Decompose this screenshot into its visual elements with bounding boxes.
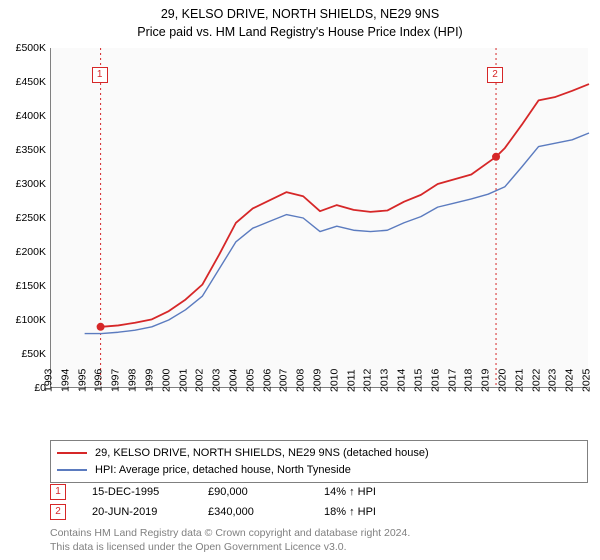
x-axis-label: 1996 — [93, 369, 105, 392]
x-axis-label: 2015 — [412, 369, 424, 392]
y-axis-label: £150K — [16, 280, 46, 292]
data-row-marker: 2 — [50, 504, 66, 520]
data-row-price: £340,000 — [208, 506, 298, 518]
x-axis-label: 2022 — [530, 369, 542, 392]
y-axis-label: £50K — [21, 348, 46, 360]
legend-swatch-0 — [57, 452, 87, 454]
title-line1: 29, KELSO DRIVE, NORTH SHIELDS, NE29 9NS — [0, 6, 600, 24]
x-axis-label: 2000 — [160, 369, 172, 392]
series-line — [85, 133, 589, 334]
marker-box: 1 — [92, 67, 108, 83]
legend-swatch-1 — [57, 469, 87, 471]
footer-line1: Contains HM Land Registry data © Crown c… — [50, 527, 588, 541]
plot-background — [50, 48, 588, 388]
x-axis-label: 2005 — [244, 369, 256, 392]
footer-line2: This data is licensed under the Open Gov… — [50, 541, 588, 555]
series-line — [101, 84, 589, 327]
legend-label-1: HPI: Average price, detached house, Nort… — [95, 462, 351, 479]
x-axis-label: 2013 — [379, 369, 391, 392]
legend-box: 29, KELSO DRIVE, NORTH SHIELDS, NE29 9NS… — [50, 440, 588, 483]
data-row-date: 15-DEC-1995 — [92, 486, 182, 498]
marker-dot — [492, 153, 500, 161]
x-axis-label: 2001 — [177, 369, 189, 392]
title-block: 29, KELSO DRIVE, NORTH SHIELDS, NE29 9NS… — [0, 0, 600, 41]
x-axis-label: 1993 — [42, 369, 54, 392]
x-axis-label: 1999 — [143, 369, 155, 392]
plot-svg — [51, 48, 589, 388]
y-axis-label: £450K — [16, 76, 46, 88]
x-axis-label: 1998 — [126, 369, 138, 392]
x-axis-label: 2020 — [496, 369, 508, 392]
x-axis-label: 2016 — [429, 369, 441, 392]
data-row-pct: 18% ↑ HPI — [324, 506, 414, 518]
data-row: 2 20-JUN-2019 £340,000 18% ↑ HPI — [50, 504, 588, 520]
x-axis-label: 2006 — [261, 369, 273, 392]
x-axis-label: 1995 — [76, 369, 88, 392]
x-axis-label: 2025 — [580, 369, 592, 392]
legend-row: HPI: Average price, detached house, Nort… — [57, 462, 581, 479]
x-axis-label: 1997 — [110, 369, 122, 392]
x-axis-label: 2008 — [295, 369, 307, 392]
x-axis-label: 2019 — [479, 369, 491, 392]
y-axis-label: £400K — [16, 110, 46, 122]
x-axis-label: 2021 — [513, 369, 525, 392]
footer: Contains HM Land Registry data © Crown c… — [50, 527, 588, 554]
x-axis-label: 2009 — [311, 369, 323, 392]
x-axis-label: 2014 — [395, 369, 407, 392]
x-axis-label: 2018 — [463, 369, 475, 392]
y-axis-label: £500K — [16, 42, 46, 54]
y-axis-label: £250K — [16, 212, 46, 224]
y-axis-label: £200K — [16, 246, 46, 258]
y-axis-label: £350K — [16, 144, 46, 156]
x-axis-label: 2002 — [194, 369, 206, 392]
data-row-marker: 1 — [50, 484, 66, 500]
data-row: 1 15-DEC-1995 £90,000 14% ↑ HPI — [50, 484, 588, 500]
x-axis-label: 1994 — [59, 369, 71, 392]
x-axis-label: 2010 — [328, 369, 340, 392]
chart-area: £0£50K£100K£150K£200K£250K£300K£350K£400… — [50, 48, 588, 388]
x-axis-label: 2011 — [345, 369, 357, 392]
x-axis-label: 2012 — [362, 369, 374, 392]
data-rows: 1 15-DEC-1995 £90,000 14% ↑ HPI 2 20-JUN-2019… — [50, 480, 588, 520]
marker-dot — [97, 323, 105, 331]
marker-box: 2 — [487, 67, 503, 83]
y-axis-label: £100K — [16, 314, 46, 326]
chart-container: 29, KELSO DRIVE, NORTH SHIELDS, NE29 9NS… — [0, 0, 600, 560]
data-row-price: £90,000 — [208, 486, 298, 498]
x-axis-label: 2023 — [547, 369, 559, 392]
data-row-pct: 14% ↑ HPI — [324, 486, 414, 498]
legend-label-0: 29, KELSO DRIVE, NORTH SHIELDS, NE29 9NS… — [95, 445, 429, 462]
x-axis-label: 2003 — [210, 369, 222, 392]
x-axis-label: 2024 — [564, 369, 576, 392]
x-axis-label: 2004 — [227, 369, 239, 392]
legend-row: 29, KELSO DRIVE, NORTH SHIELDS, NE29 9NS… — [57, 445, 581, 462]
title-line2: Price paid vs. HM Land Registry's House … — [0, 24, 600, 42]
data-row-date: 20-JUN-2019 — [92, 506, 182, 518]
x-axis-label: 2007 — [278, 369, 290, 392]
x-axis-label: 2017 — [446, 369, 458, 392]
y-axis-label: £300K — [16, 178, 46, 190]
